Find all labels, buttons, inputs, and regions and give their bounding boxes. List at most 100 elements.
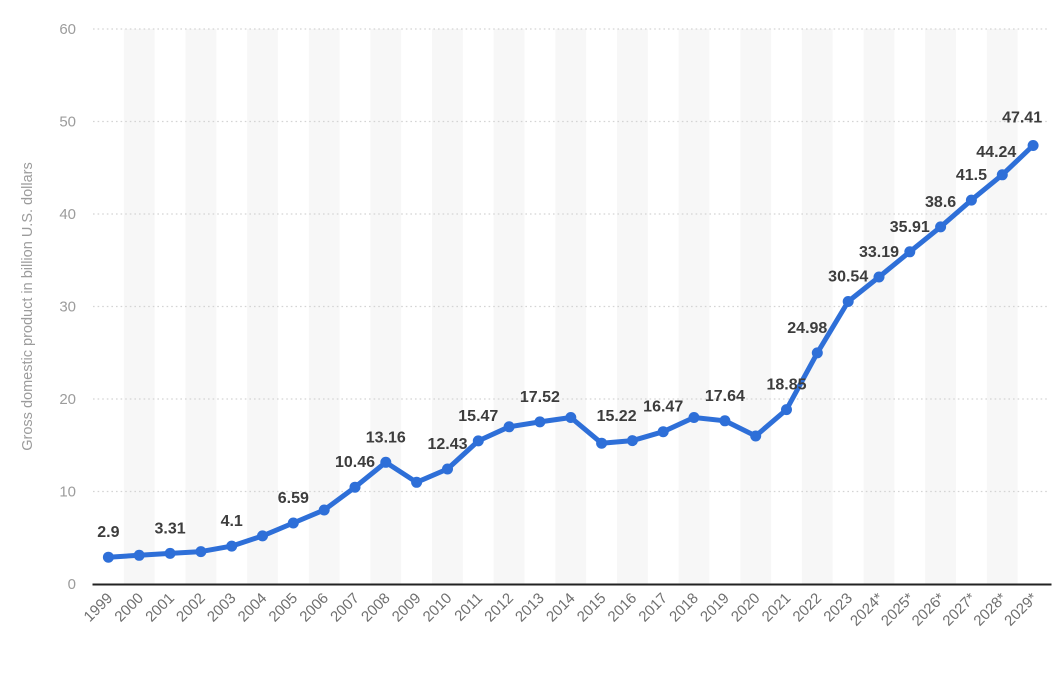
- x-tick-2016: 2016: [605, 590, 641, 626]
- stripe-band: [678, 29, 710, 584]
- data-point-2020[interactable]: [750, 430, 762, 442]
- value-label-2013: 17.52: [520, 389, 560, 406]
- x-tick-2020: 2020: [728, 590, 764, 626]
- data-point-2017[interactable]: [657, 426, 669, 438]
- gridlines: [93, 28, 1049, 493]
- data-point-2011[interactable]: [472, 435, 484, 447]
- x-tick-2022: 2022: [790, 590, 826, 626]
- y-tick-40: 40: [59, 206, 76, 223]
- value-label-2015: 15.22: [597, 408, 637, 425]
- data-point-2021[interactable]: [781, 404, 792, 416]
- value-label-2017: 16.47: [643, 399, 683, 416]
- value-label-2008: 13.16: [366, 429, 406, 446]
- value-label-2029-f: 47.41: [1002, 110, 1042, 127]
- x-tick-2005: 2005: [266, 590, 302, 626]
- data-point-2013[interactable]: [534, 416, 546, 428]
- value-label-1999: 2.9: [97, 524, 119, 541]
- background-stripes: [123, 29, 1018, 584]
- value-label-2027-f: 41.5: [956, 167, 987, 184]
- x-tick-2007: 2007: [327, 590, 363, 626]
- x-tick-1999: 1999: [81, 590, 117, 626]
- data-point-2006[interactable]: [318, 504, 330, 516]
- value-label-2007: 10.46: [335, 454, 375, 471]
- x-tick-2021: 2021: [759, 590, 795, 626]
- data-point-2009[interactable]: [411, 476, 423, 488]
- y-tick-20: 20: [59, 391, 76, 408]
- x-tick-2012: 2012: [481, 590, 517, 626]
- x-tick-2013: 2013: [512, 590, 548, 626]
- x-tick-2006: 2006: [296, 590, 332, 626]
- x-tick-2018: 2018: [666, 590, 702, 626]
- data-point-2016[interactable]: [626, 435, 638, 447]
- x-tick-2014: 2014: [543, 590, 579, 626]
- data-point-2029-f[interactable]: [1027, 140, 1039, 151]
- y-axis-tick-labels: 0 10 20 30 40 50 60: [59, 21, 76, 593]
- x-tick-2009: 2009: [389, 590, 425, 626]
- x-tick-2001: 2001: [142, 590, 178, 626]
- data-point-2004[interactable]: [257, 530, 268, 542]
- series-line-group: [102, 140, 1039, 563]
- x-tick-2015: 2015: [574, 590, 610, 626]
- x-tick-2024-f: 2024*: [847, 590, 887, 630]
- y-tick-0: 0: [68, 576, 76, 593]
- x-tick-2027-f: 2027*: [939, 590, 979, 630]
- x-tick-2010: 2010: [420, 590, 456, 626]
- value-label-2019: 17.64: [705, 388, 745, 405]
- value-label-2025-f: 35.91: [890, 219, 930, 236]
- x-axis-tick-labels: 1999200020012002200320042005200620072008…: [81, 590, 1041, 630]
- y-tick-10: 10: [59, 484, 76, 501]
- y-tick-30: 30: [59, 299, 76, 316]
- value-label-2011: 15.47: [458, 408, 498, 425]
- x-tick-2004: 2004: [235, 590, 271, 626]
- data-point-2027-f[interactable]: [965, 194, 977, 206]
- value-label-2021: 18.85: [766, 377, 806, 394]
- data-point-2010[interactable]: [442, 463, 453, 475]
- y-tick-60: 60: [59, 21, 76, 38]
- data-point-2025-f[interactable]: [904, 246, 916, 258]
- data-point-2015[interactable]: [596, 437, 608, 449]
- x-tick-2029-f: 2029*: [1001, 590, 1041, 630]
- value-label-2023: 30.54: [828, 269, 868, 286]
- y-axis-title: Gross domestic product in billion U.S. d…: [20, 162, 36, 451]
- value-label-2001: 3.31: [155, 520, 186, 537]
- value-label-2003: 4.1: [221, 513, 243, 530]
- data-point-2026-f[interactable]: [935, 221, 947, 233]
- data-point-1999[interactable]: [102, 551, 114, 563]
- data-point-2003[interactable]: [226, 540, 238, 552]
- x-tick-2026-f: 2026*: [909, 590, 949, 630]
- data-point-2022[interactable]: [811, 347, 823, 359]
- data-point-2005[interactable]: [287, 517, 299, 529]
- data-point-labels: 2.9 3.31 4.1 6.59 10.46 13.16 12.43 15.47 17.52 1…: [97, 110, 1042, 542]
- value-label-2024-f: 33.19: [859, 244, 899, 261]
- data-point-2007[interactable]: [349, 481, 361, 493]
- value-label-2022: 24.98: [787, 320, 827, 337]
- value-label-2026-f: 38.6: [925, 194, 956, 211]
- data-point-2014[interactable]: [565, 412, 577, 423]
- x-tick-2008: 2008: [358, 590, 394, 626]
- data-point-2024-f[interactable]: [873, 271, 885, 283]
- data-point-2018[interactable]: [688, 412, 700, 423]
- x-tick-2002: 2002: [173, 590, 209, 626]
- x-tick-2019: 2019: [697, 590, 733, 626]
- x-tick-2028-f: 2028*: [970, 590, 1010, 630]
- data-point-2000[interactable]: [133, 549, 145, 561]
- value-label-2010: 12.43: [427, 436, 467, 453]
- data-point-2028-f[interactable]: [996, 169, 1008, 181]
- data-point-2002[interactable]: [195, 546, 207, 558]
- data-point-2019[interactable]: [719, 415, 731, 427]
- x-tick-2003: 2003: [204, 590, 240, 626]
- x-tick-2017: 2017: [635, 590, 671, 626]
- data-point-2023[interactable]: [842, 296, 854, 307]
- stripe-band: [370, 29, 402, 584]
- x-tick-2011: 2011: [451, 590, 486, 625]
- value-label-2028-f: 44.24: [976, 144, 1016, 161]
- data-point-2001[interactable]: [164, 547, 176, 559]
- x-tick-2025-f: 2025*: [878, 590, 918, 630]
- stripe-band: [986, 29, 1018, 584]
- value-label-2005: 6.59: [278, 490, 309, 507]
- x-tick-2000: 2000: [111, 590, 147, 626]
- data-point-2012[interactable]: [503, 421, 515, 433]
- data-point-2008[interactable]: [380, 456, 392, 468]
